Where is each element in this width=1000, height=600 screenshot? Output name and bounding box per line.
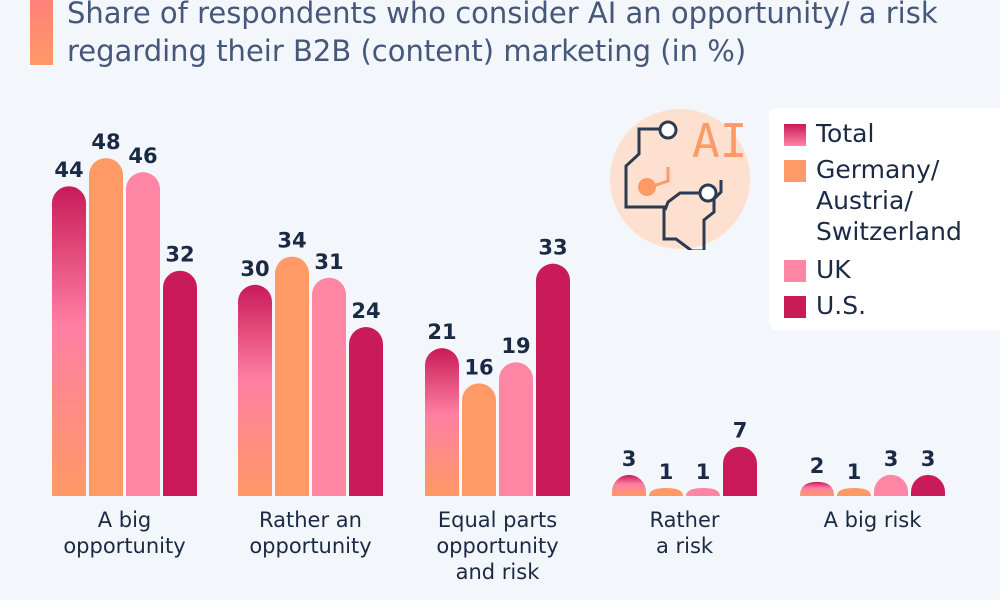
bar-total-4 — [800, 481, 834, 496]
value-label-uk-1: 31 — [314, 250, 343, 274]
ai-brain-circuit-icon: AI — [610, 109, 750, 250]
bar-us-2 — [536, 263, 570, 496]
legend-item-uk: UK — [784, 254, 851, 285]
legend-swatch-total — [784, 124, 806, 146]
legend-item-total: Total — [784, 118, 874, 149]
bar-uk-0 — [126, 172, 160, 496]
bar-uk-4 — [874, 474, 908, 496]
category-label: Rather a risk — [649, 508, 720, 558]
legend-swatch-germany — [784, 160, 806, 182]
value-label-total-2: 21 — [427, 320, 456, 344]
bar-uk-1 — [312, 277, 346, 496]
legend-swatch-us — [784, 296, 806, 318]
category-label: A big opportunity — [63, 508, 186, 558]
legend-label-us: U.S. — [816, 291, 867, 320]
bar-us-1 — [349, 327, 383, 496]
value-label-uk-4: 3 — [884, 447, 899, 471]
value-label-total-3: 3 — [622, 447, 637, 471]
bars-layer — [52, 158, 945, 497]
legend-label-total: Total — [816, 119, 875, 148]
bar-germany-austria-switzerland-4 — [837, 488, 871, 496]
bar-total-1 — [238, 284, 272, 496]
bar-total-3 — [612, 474, 646, 496]
bar-uk-3 — [686, 488, 720, 496]
value-label-uk-2: 19 — [501, 334, 530, 358]
bar-uk-2 — [499, 362, 533, 496]
value-label-germany-austria-switzerland-2: 16 — [464, 355, 493, 379]
legend-swatch-uk — [784, 260, 806, 282]
ai-icon-text: AI — [692, 114, 747, 168]
value-label-germany-austria-switzerland-3: 1 — [659, 460, 674, 484]
chart-title: Share of respondents who consider AI an … — [67, 0, 938, 68]
category-label: Rather an opportunity — [249, 508, 372, 558]
bar-us-3 — [723, 446, 757, 496]
bar-total-0 — [52, 186, 86, 497]
value-label-uk-0: 46 — [128, 144, 157, 168]
legend-label-uk: UK — [816, 255, 851, 284]
value-label-uk-3: 1 — [696, 460, 711, 484]
bar-germany-austria-switzerland-1 — [275, 256, 309, 496]
legend-item-germany: Germany/ Austria/ Switzerland — [784, 154, 962, 247]
category-label: A big risk — [823, 508, 922, 532]
value-label-us-1: 24 — [351, 299, 380, 323]
bar-us-0 — [163, 270, 197, 496]
value-label-total-4: 2 — [810, 454, 825, 478]
bar-germany-austria-switzerland-2 — [462, 383, 496, 496]
bar-germany-austria-switzerland-3 — [649, 488, 683, 496]
value-label-us-2: 33 — [538, 236, 567, 260]
value-label-us-4: 3 — [921, 447, 936, 471]
title-accent-bar — [30, 0, 53, 65]
category-label: Equal parts opportunity and risk — [436, 508, 559, 584]
value-label-total-0: 44 — [54, 158, 83, 182]
bar-us-4 — [911, 474, 945, 496]
legend-label-germany: Germany/ Austria/ Switzerland — [816, 155, 962, 246]
legend-item-us: U.S. — [784, 290, 866, 321]
value-label-germany-austria-switzerland-1: 34 — [277, 229, 306, 253]
value-label-us-3: 7 — [733, 419, 748, 443]
bar-germany-austria-switzerland-0 — [89, 158, 123, 496]
value-label-germany-austria-switzerland-4: 1 — [847, 460, 862, 484]
bar-total-2 — [425, 348, 459, 496]
value-label-us-0: 32 — [165, 243, 194, 267]
value-label-total-1: 30 — [240, 257, 269, 281]
value-label-germany-austria-switzerland-0: 48 — [91, 130, 120, 154]
legend: Total Germany/ Austria/ Switzerland UK U… — [769, 108, 1000, 330]
